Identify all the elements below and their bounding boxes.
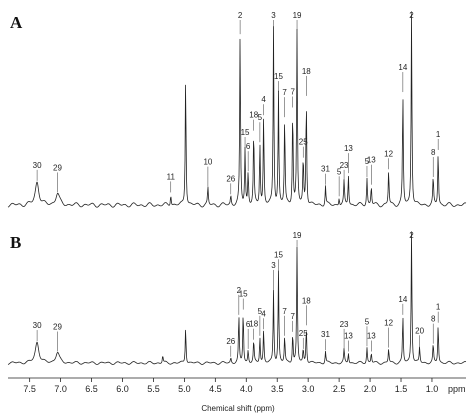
x-tick-label-0: 7.5: [23, 384, 36, 394]
peak-label-a-3: 10: [203, 158, 212, 167]
peak-label-a-18: 31: [321, 165, 330, 174]
x-tick-label-12: 1.5: [395, 384, 408, 394]
peak-label-a-1: 29: [53, 163, 62, 172]
peak-label-b-13: 19: [293, 231, 302, 240]
peak-label-a-27: 8: [431, 148, 436, 157]
peak-label-b-24: 20: [415, 326, 424, 335]
x-tick-label-6: 4.5: [209, 384, 222, 394]
peak-label-a-17: 18: [302, 67, 311, 76]
peak-label-a-26: 2: [409, 11, 414, 20]
peak-label-a-13: 7: [282, 88, 287, 97]
x-tick-label-1: 7.0: [54, 384, 67, 394]
peak-label-a-21: 13: [344, 144, 353, 153]
peak-label-b-5: 6: [246, 320, 251, 329]
panel-letter-b: B: [10, 233, 21, 252]
x-axis-title: Chemical shift (ppm): [201, 404, 275, 413]
peak-label-a-24: 12: [384, 149, 393, 158]
x-tick-label-8: 3.5: [271, 384, 284, 394]
peak-label-b-8: 4: [261, 309, 266, 318]
peak-label-a-5: 2: [238, 11, 243, 20]
peak-label-b-15: 18: [302, 296, 311, 305]
x-axis: 7.5 7.0 6.5 6.0 5.5 5.0 4.5 4.0 3.5 3.0 2.5 2.0 1.5 1…: [8, 377, 466, 394]
peak-label-a-4: 26: [226, 174, 235, 183]
peak-label-b-7: 5: [258, 307, 263, 316]
peak-label-a-11: 3: [271, 11, 276, 20]
peak-label-b-10: 15: [274, 250, 283, 259]
peak-label-a-14: 7: [290, 88, 295, 97]
peak-label-b-11: 7: [282, 307, 287, 316]
x-tick-label-13: 1.0: [426, 384, 439, 394]
peak-label-b-2: 26: [226, 337, 235, 346]
peak-label-b-21: 12: [384, 319, 393, 328]
peak-label-b-17: 23: [340, 320, 349, 329]
peak-label-a-2: 11: [167, 172, 176, 181]
peak-label-a-8: 18: [249, 111, 258, 120]
peak-label-a-16: 25: [299, 138, 308, 147]
spectrum-trace-a: [7, 14, 467, 208]
peak-label-b-3: 2: [237, 286, 242, 295]
peak-label-a-20: 23: [340, 161, 349, 170]
peak-label-b-0: 30: [33, 321, 42, 330]
peak-label-a-7: 6: [246, 142, 251, 151]
peak-label-a-22: 5: [365, 157, 370, 166]
x-tick-label-10: 2.5: [333, 384, 346, 394]
spectrum-trace-b: [7, 233, 467, 365]
peak-label-a-28: 1: [436, 130, 441, 139]
x-tick-label-7: 4.0: [240, 384, 253, 394]
peak-label-b-26: 1: [436, 303, 441, 312]
peak-label-b-16: 31: [321, 330, 330, 339]
peak-label-a-19: 5: [337, 167, 342, 176]
peak-label-a-12: 15: [274, 72, 283, 81]
x-tick-label-5: 5.0: [178, 384, 191, 394]
peak-label-a-15: 19: [293, 11, 302, 20]
x-tick-label-11: 2.0: [364, 384, 377, 394]
x-tick-label-4: 5.5: [147, 384, 160, 394]
peak-label-b-12: 7: [290, 312, 295, 321]
x-tick-label-9: 3.0: [302, 384, 315, 394]
peak-label-a-0: 30: [33, 161, 42, 170]
peak-label-b-25: 8: [431, 315, 436, 324]
peak-label-a-10: 4: [261, 95, 266, 104]
peak-label-b-9: 3: [271, 261, 276, 270]
peak-label-b-4: 15: [239, 290, 248, 299]
peak-label-a-9: 5: [258, 113, 263, 122]
peak-label-b-6: 18: [249, 320, 258, 329]
x-tick-label-unit: ppm: [448, 384, 466, 394]
x-tick-label-2: 6.5: [85, 384, 98, 394]
peak-label-b-20: 13: [367, 332, 376, 341]
peak-label-b-19: 5: [365, 317, 370, 326]
peak-label-b-23: 2: [409, 231, 414, 240]
peak-label-b-1: 29: [53, 323, 62, 332]
peak-label-b-18: 13: [344, 332, 353, 341]
peak-label-a-6: 15: [241, 128, 250, 137]
peak-label-a-23: 13: [367, 156, 376, 165]
panel-letter-a: A: [10, 13, 23, 32]
peak-label-b-14: 25: [299, 329, 308, 338]
peak-label-b-22: 14: [398, 295, 407, 304]
peak-label-a-25: 14: [398, 63, 407, 72]
x-tick-label-3: 6.0: [116, 384, 129, 394]
